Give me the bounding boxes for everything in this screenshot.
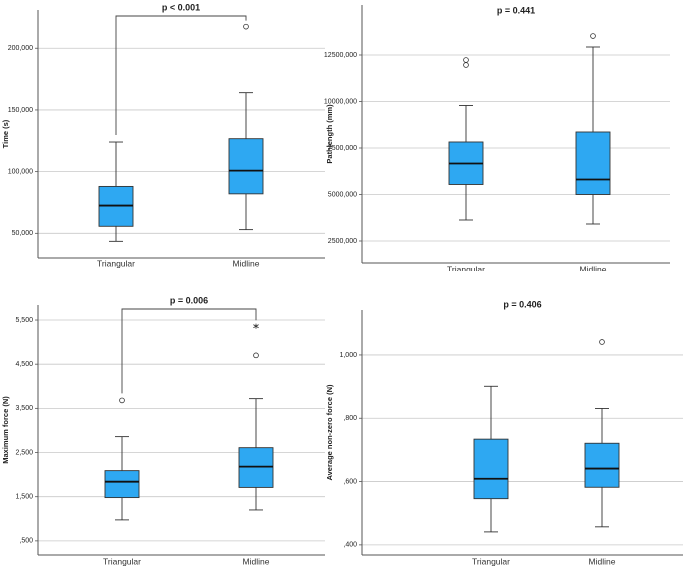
x-tick-label: Midline xyxy=(243,556,270,566)
extreme-outlier xyxy=(253,323,259,329)
box-chart: ,500 1,500 2,500 3,500 4,500 5,500 Maximum for… xyxy=(1,295,325,566)
y-axis-label: Pathlength (mm) xyxy=(325,104,334,164)
y-tick-label: 5000,000 xyxy=(328,191,357,198)
box xyxy=(584,442,620,488)
y-tick-label: 4,500 xyxy=(15,361,33,368)
y-tick-label: 5,500 xyxy=(15,317,33,324)
y-tick-label: 3,500 xyxy=(15,405,33,412)
x-tick-label: Midline xyxy=(589,556,616,566)
y-tick-label: 150,000 xyxy=(8,107,33,114)
outlier xyxy=(599,339,605,345)
y-tick-label: 1,000 xyxy=(339,352,357,359)
box-chart: ,400 ,600 ,800 1,000 Average non-zero force … xyxy=(325,299,683,566)
box-chart: 50,000 100,000 150,000 200,000 Time (s) Trian… xyxy=(1,2,325,268)
y-tick-label: 100,000 xyxy=(8,168,33,175)
outlier xyxy=(590,33,596,39)
y-tick-label: 200,000 xyxy=(8,45,33,52)
y-tick-label: 10000,000 xyxy=(324,98,357,105)
chart-title: p = 0.406 xyxy=(503,299,541,309)
y-tick-label: ,800 xyxy=(343,415,357,422)
y-tick-label: ,400 xyxy=(343,542,357,549)
y-tick-label: 2500,000 xyxy=(328,238,357,245)
box xyxy=(575,131,611,195)
y-tick-label: 1,500 xyxy=(15,494,33,501)
y-tick-label: 2,500 xyxy=(15,449,33,456)
x-tick-label: Triangular xyxy=(472,556,510,566)
chart-title: p < 0.001 xyxy=(162,2,200,12)
significance-bracket xyxy=(121,308,257,394)
y-tick-label: 7500,000 xyxy=(328,145,357,152)
y-tick-label: ,600 xyxy=(343,478,357,485)
x-tick-label: Triangular xyxy=(447,264,485,274)
x-tick-label: Midline xyxy=(233,258,260,268)
box xyxy=(473,438,509,500)
significance-bracket xyxy=(115,15,247,136)
y-axis-label: Maximum force (N) xyxy=(1,396,10,464)
outlier xyxy=(119,397,125,404)
x-tick-label: Triangular xyxy=(103,556,141,566)
box-chart: 2500,000 5000,000 7500,000 10000,000 12500,0… xyxy=(324,5,670,274)
box xyxy=(104,470,140,499)
y-axis-label: Time (s) xyxy=(1,119,10,148)
outlier xyxy=(463,62,469,68)
chart-title: p = 0.006 xyxy=(170,295,208,305)
outlier xyxy=(463,57,469,63)
x-tick-label: Midline xyxy=(580,264,607,274)
y-tick-label: 12500,000 xyxy=(324,52,357,59)
y-tick-label: ,500 xyxy=(19,538,33,545)
box xyxy=(228,138,264,195)
y-tick-label: 50,000 xyxy=(12,230,34,237)
outlier xyxy=(253,352,259,359)
y-axis-label: Average non-zero force (N) xyxy=(325,384,334,480)
x-tick-label: Triangular xyxy=(97,258,135,268)
chart-title: p = 0.441 xyxy=(497,5,535,15)
outlier xyxy=(243,23,249,30)
